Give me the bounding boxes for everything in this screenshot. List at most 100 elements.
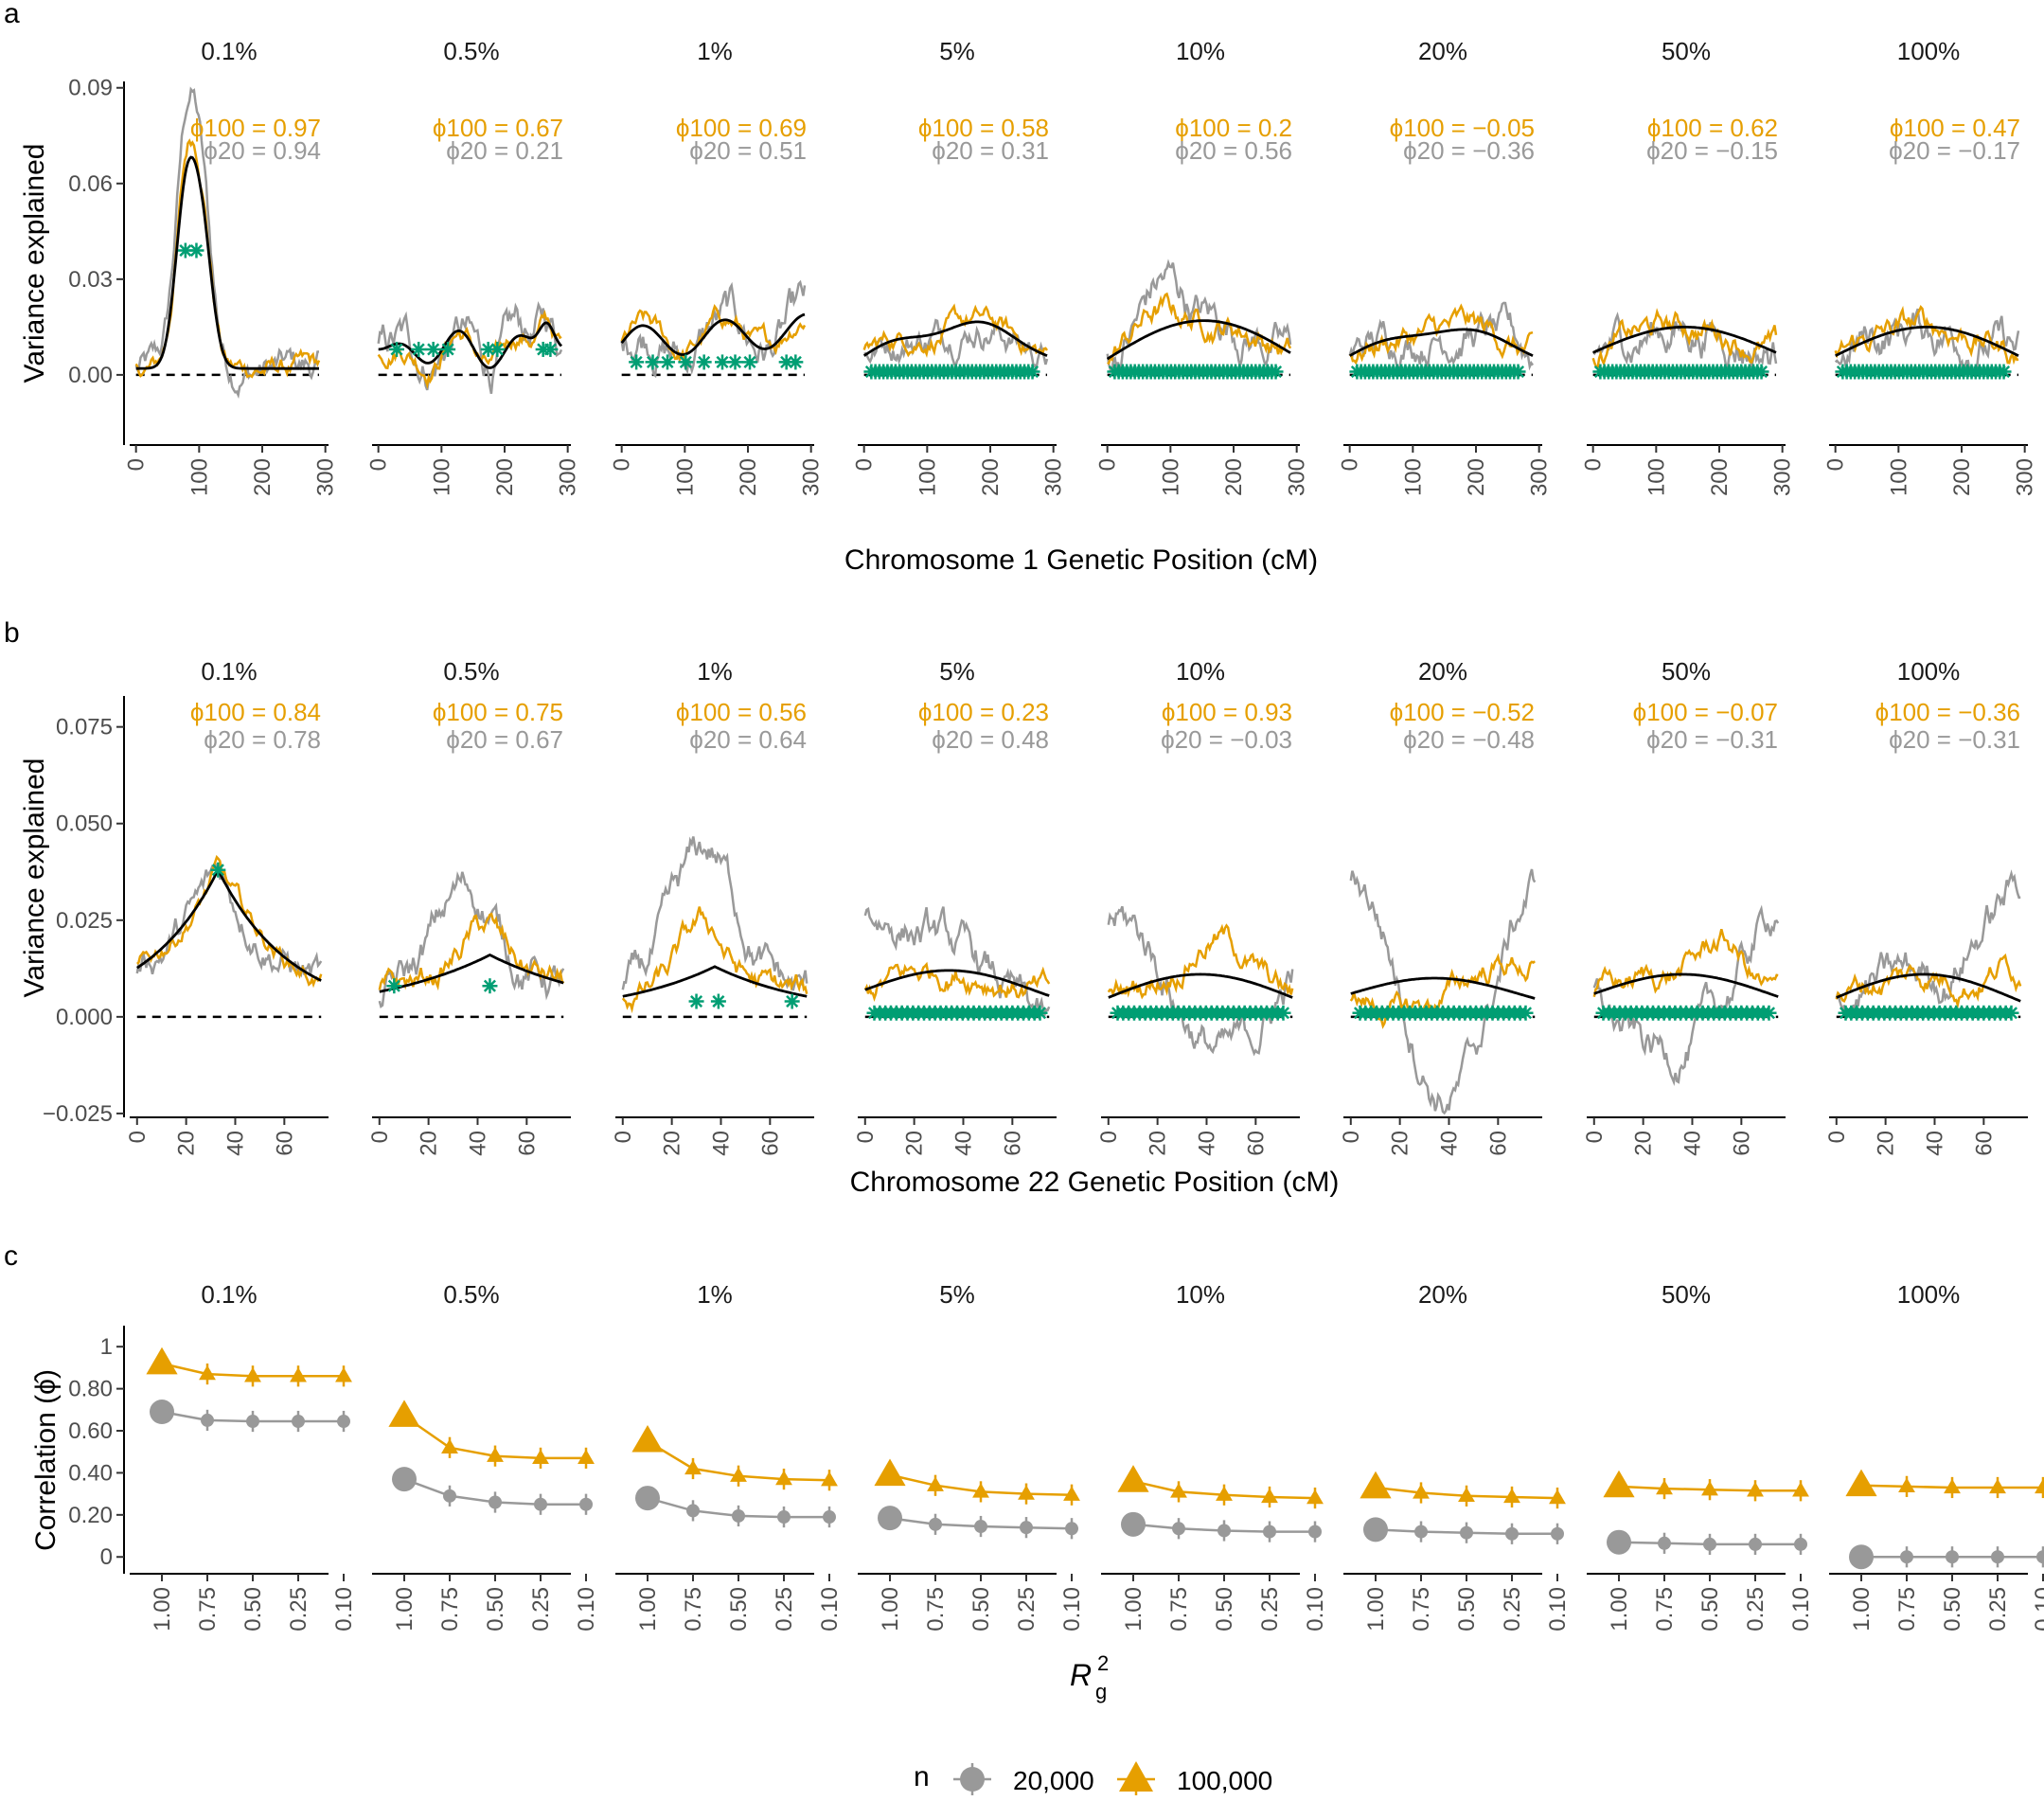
panel-b-truth-line-1: [379, 953, 564, 993]
panel-a-xtick-label-6-3: 300: [1770, 458, 1796, 496]
panel-c-xtick-label-6-2: 0.50: [1697, 1587, 1723, 1632]
panel-b-sig-markers-6: [1595, 1005, 1777, 1021]
panel-b-phi100-5: ϕ100 = −0.52: [1390, 698, 1535, 726]
panel-a-xtick-label-1-3: 300: [556, 458, 581, 496]
panel-b-phi20-1: ϕ20 = 0.67: [446, 725, 563, 754]
sig-marker-b-3-30-ray-3: [1033, 1007, 1047, 1020]
panel-c-point-1-1-4: [578, 1449, 595, 1465]
rg2-label-r: R: [1070, 1658, 1092, 1692]
panel-b-facet-title-0: 0.1%: [201, 657, 257, 686]
panel-b-phi100-0: ϕ100 = 0.84: [190, 698, 321, 726]
panel-b-sig-markers-5: [1352, 1005, 1534, 1021]
panel-c-xtick-label-4-2: 0.50: [1212, 1587, 1237, 1632]
panel-c-xtick-label-2-4: 0.10: [817, 1587, 843, 1632]
panel-c-point-0-5-1: [1414, 1525, 1428, 1539]
panel-c-facet-title-2: 1%: [697, 1280, 733, 1309]
sig-marker-a-1-7-ray-3: [543, 343, 557, 356]
panel-b-xtick-label-3-1: 20: [902, 1131, 928, 1156]
panel-c-point-1-7-4: [2035, 1478, 2044, 1494]
panel-a-phi100-2: ϕ100 = 0.69: [676, 114, 807, 142]
panel-b-truth-line-7: [1836, 972, 2021, 1003]
sig-marker-a-2-1-ray-3: [646, 355, 660, 368]
panel-c-point-1-5-3: [1503, 1488, 1520, 1504]
panel-c-point-1-6-2: [1701, 1480, 1718, 1496]
panel-c-point-0-0-1: [201, 1413, 214, 1427]
panel-a-xtick-label-1-1: 100: [429, 458, 454, 496]
panel-c-point-1-5-2: [1458, 1487, 1475, 1503]
panel-c-xtick-label-3-3: 0.25: [1014, 1587, 1040, 1632]
panel-c-xtick-label-5-4: 0.10: [1545, 1587, 1571, 1632]
sig-marker-a-0-0-ray-3: [179, 243, 192, 258]
panel-a-facet-title-0: 0.1%: [201, 37, 257, 65]
panel-b-xtick-label-4-2: 40: [1194, 1131, 1219, 1156]
panel-c-xtick-label-3-2: 0.50: [969, 1587, 994, 1632]
panel-c-point-1-4-2: [1216, 1486, 1233, 1501]
panel-b-facet-title-6: 50%: [1662, 657, 1711, 686]
panel-b-n20-line-1: [378, 870, 565, 1008]
panel-c-point-1-3-4: [1063, 1486, 1080, 1501]
panel-c-xtick-label-7-2: 0.50: [1940, 1587, 1965, 1632]
sig-marker-a-2-3-ray-3: [679, 355, 692, 368]
sig-marker-a-3-40-ray-3: [1025, 365, 1040, 379]
panel-b-ytick-label-0: −0.025: [43, 1101, 113, 1127]
panel-c-point-0-2-2: [732, 1508, 745, 1523]
panel-b-xtick-label-2-0: 0: [611, 1131, 636, 1143]
panel-c-facet-title-4: 10%: [1176, 1280, 1225, 1309]
panel-c-xtick-label-0-3: 0.25: [286, 1587, 311, 1632]
panel-a-xtick-label-3-1: 100: [915, 458, 940, 496]
panel-a-xtick-label-6-2: 200: [1707, 458, 1733, 496]
panel-a-phi100-1: ϕ100 = 0.67: [433, 114, 563, 142]
panel-b-xtick-label-0-2: 40: [222, 1131, 248, 1156]
panel-c-xtick-label-2-2: 0.50: [726, 1587, 752, 1632]
panel-c-point-1-1-0: [388, 1400, 420, 1427]
panel-b-truth-line-5: [1350, 976, 1536, 1000]
panel-a-xtick-label-3-3: 300: [1041, 458, 1067, 496]
panel-b-xtick-label-0-0: 0: [125, 1131, 151, 1143]
panel-c-point-0-0-2: [246, 1415, 259, 1429]
panel-a-sig-markers-6: [1592, 364, 1769, 380]
panel-a-xtick-label-7-2: 200: [1949, 458, 1975, 496]
sig-marker-a-1-1-ray-3: [412, 343, 425, 356]
panel-c-point-1-1-1: [441, 1438, 458, 1453]
panel-a-xtick-label-4-0: 0: [1095, 458, 1121, 471]
panel-c-point-0-3-0: [878, 1506, 902, 1531]
panel-c-xtick-label-4-0: 1.00: [1121, 1587, 1146, 1632]
panel-c-point-1-7-0: [1845, 1469, 1877, 1497]
panel-a-xtick-label-0-3: 300: [313, 458, 339, 496]
panel-c-point-0-6-3: [1749, 1537, 1762, 1551]
sig-marker-b-2-0-ray-3: [690, 994, 703, 1008]
panel-c-point-0-1-2: [489, 1495, 502, 1509]
panel-a-xtick-label-1-0: 0: [366, 458, 392, 471]
panel-c-point-1-0-1: [199, 1364, 216, 1381]
panel-a-phi20-2: ϕ20 = 0.51: [689, 136, 807, 165]
panel-a-truth-line-7: [1835, 326, 2019, 357]
panel-a-phi20-7: ϕ20 = −0.17: [1889, 136, 2020, 165]
panel-b-xtick-label-4-1: 20: [1146, 1131, 1171, 1156]
panel-c-xtick-label-2-1: 0.75: [681, 1587, 706, 1632]
panel-c-facet-title-1: 0.5%: [443, 1280, 499, 1309]
panel-c-point-1-4-1: [1170, 1483, 1187, 1498]
panel-c-point-0-6-1: [1658, 1536, 1671, 1550]
panel-b-sig-markers-2: [688, 993, 800, 1009]
panel-c-xtick-label-5-1: 0.75: [1409, 1587, 1434, 1632]
panel-c-point-0-3-4: [1065, 1522, 1078, 1536]
panel-b-sig-markers-4: [1110, 1005, 1291, 1021]
panel-b-xtick-label-1-0: 0: [367, 1131, 393, 1143]
panel-b-xtick-label-0-1: 20: [174, 1131, 200, 1156]
sig-marker-b-0-0-ray-3: [211, 864, 224, 877]
panel-a-n100-line-2: [620, 303, 807, 364]
panel-c-point-1-0-2: [244, 1367, 261, 1382]
sig-marker-a-0-1-ray-3: [189, 243, 204, 258]
panel-a-xtick-label-5-2: 200: [1464, 458, 1489, 496]
panel-b-n20-line-3: [863, 906, 1051, 1020]
panel-c-xtick-label-1-2: 0.50: [483, 1587, 508, 1632]
panel-c-xtick-label-1-0: 1.00: [392, 1587, 418, 1632]
panel-c-point-0-2-4: [823, 1510, 836, 1525]
panel-a-sig-markers-3: [863, 364, 1040, 380]
panel-b-xtick-label-5-3: 60: [1485, 1131, 1511, 1156]
panel-a-xtick-label-2-1: 100: [672, 458, 698, 496]
panel-b-xtick-label-3-0: 0: [853, 1131, 879, 1143]
panel-b-phi20-4: ϕ20 = −0.03: [1161, 725, 1292, 754]
panel-label-c: c: [4, 1240, 18, 1272]
legend-20k-marker: [960, 1767, 985, 1792]
